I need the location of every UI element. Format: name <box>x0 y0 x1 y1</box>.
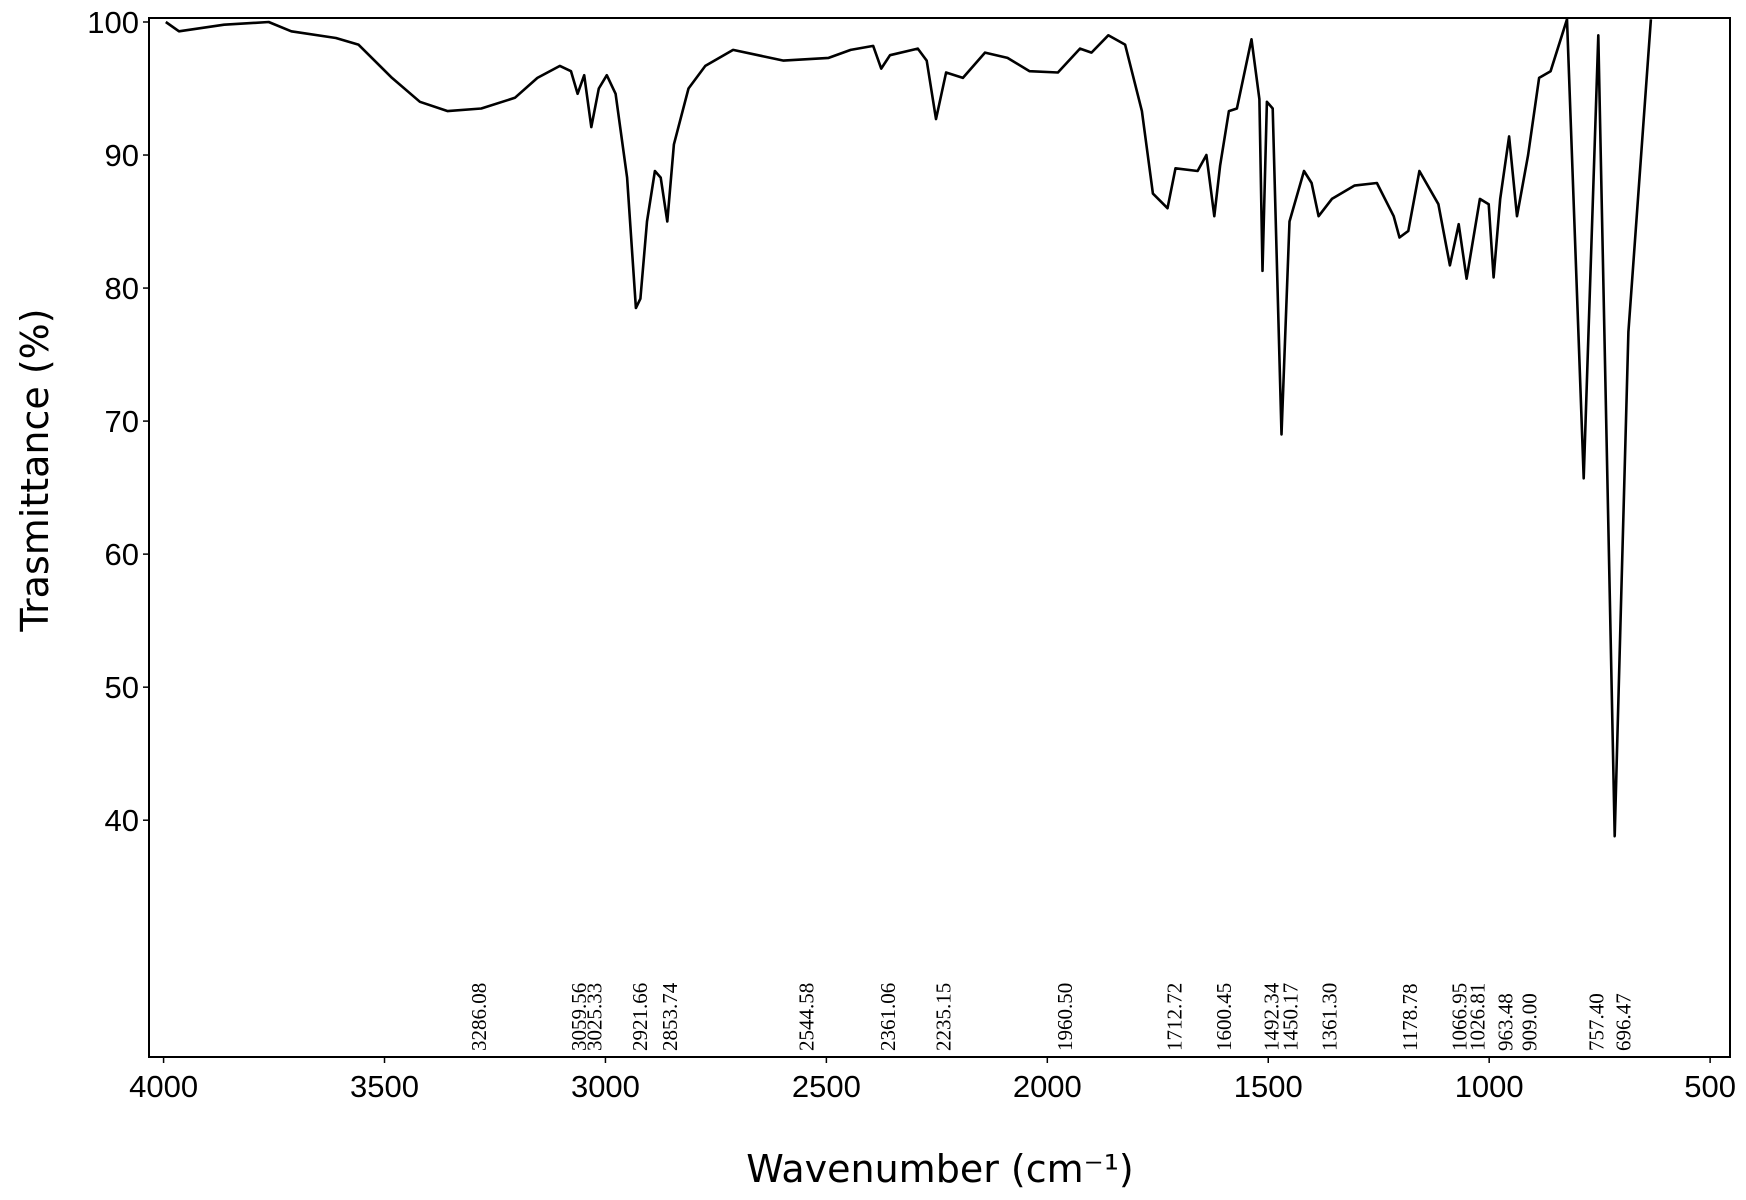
x-tick-label: 1000 <box>1455 1069 1524 1104</box>
peak-label: 696.47 <box>1611 993 1635 1051</box>
peak-label: 1600.45 <box>1212 983 1236 1051</box>
y-tick-label: 100 <box>87 5 139 40</box>
y-tick-label: 90 <box>105 138 139 173</box>
x-tick-label: 1500 <box>1234 1069 1303 1104</box>
peak-label: 1960.50 <box>1053 983 1077 1051</box>
x-tick-label: 2000 <box>1013 1069 1082 1104</box>
peak-label: 3059.56 <box>567 983 591 1051</box>
peak-label: 3025.33 <box>582 983 606 1051</box>
x-tick-label: 3000 <box>571 1069 640 1104</box>
peak-label: 963.48 <box>1493 993 1517 1051</box>
y-tick-label: 70 <box>105 404 139 439</box>
x-axis-title: Wavenumber (cm⁻¹) <box>746 1147 1134 1191</box>
peak-label: 2361.06 <box>876 983 900 1051</box>
peak-label: 2544.58 <box>795 983 819 1051</box>
plot-frame <box>148 17 1731 1058</box>
peak-label: 2921.66 <box>628 983 652 1051</box>
peak-label: 2235.15 <box>931 983 955 1051</box>
peak-label: 3286.08 <box>467 983 491 1051</box>
peak-label: 1066.95 <box>1448 983 1472 1051</box>
peak-label: 1178.78 <box>1398 984 1422 1051</box>
x-tick-label: 500 <box>1684 1069 1736 1104</box>
peak-label: 757.40 <box>1584 993 1608 1051</box>
peak-label: 1026.81 <box>1465 983 1489 1051</box>
y-tick-label: 40 <box>105 803 139 838</box>
spectrum-line <box>165 18 1653 838</box>
y-axis-title: Trasmittance (%) <box>13 308 57 632</box>
peak-label: 1361.30 <box>1318 983 1342 1051</box>
y-tick-label: 80 <box>105 271 139 306</box>
peak-label: 2853.74 <box>658 982 682 1051</box>
x-tick-label: 3500 <box>350 1069 419 1104</box>
y-tick-label: 60 <box>105 537 139 572</box>
peak-label: 1712.72 <box>1162 983 1186 1051</box>
peak-label: 1492.34 <box>1260 982 1284 1051</box>
y-tick-label: 50 <box>105 670 139 705</box>
x-tick-label: 4000 <box>129 1069 198 1104</box>
peak-label: 1450.17 <box>1278 983 1302 1051</box>
x-tick-label: 2500 <box>792 1069 861 1104</box>
peak-label: 909.00 <box>1517 993 1541 1051</box>
